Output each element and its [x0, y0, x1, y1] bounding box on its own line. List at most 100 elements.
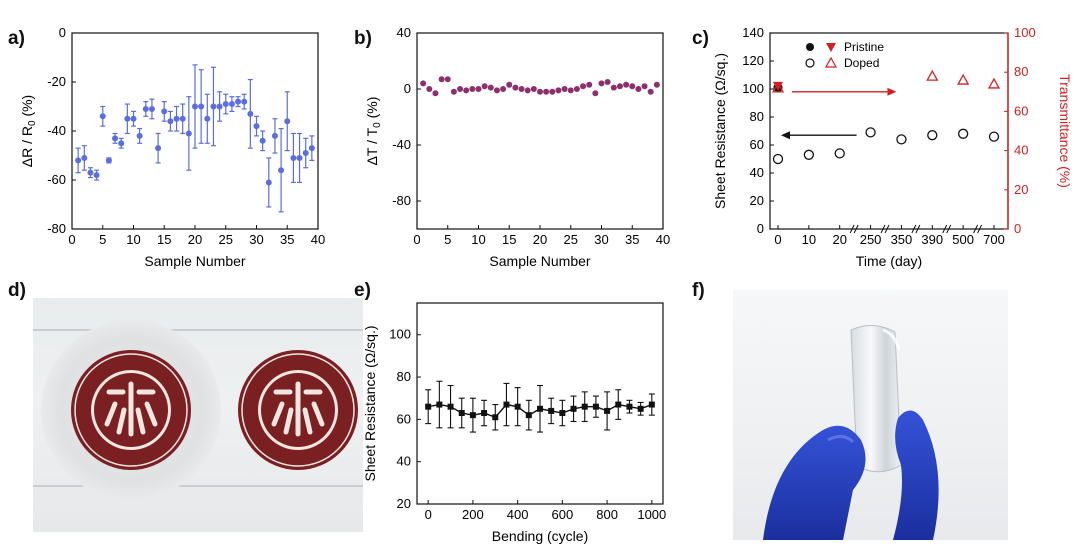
data-point — [124, 115, 131, 122]
x-axis-label: Sample Number — [144, 253, 245, 269]
arrow-right-head — [887, 87, 897, 96]
x-tick-label: 0 — [68, 232, 75, 247]
legend-marker-pristine-resistance — [806, 43, 814, 51]
y-tick-label: 100 — [389, 327, 411, 342]
data-point — [420, 80, 427, 87]
data-point — [567, 87, 574, 94]
marker-doped-transmittance — [987, 77, 1001, 89]
y-tick-label: 0 — [404, 81, 411, 96]
data-point — [198, 103, 205, 110]
y-tick-label: 100 — [742, 81, 764, 96]
y-tick-label: 20 — [397, 496, 411, 511]
panel-label-b: b) — [354, 28, 372, 49]
x-tick-label: 600 — [552, 507, 574, 522]
x-tick-label: 390 — [921, 232, 943, 247]
y-right-tick-label: 40 — [1014, 143, 1028, 158]
data-point — [637, 405, 644, 412]
data-point — [653, 81, 660, 88]
data-point — [503, 401, 510, 408]
data-point — [75, 157, 82, 164]
data-point — [475, 86, 482, 92]
panel-label-e: e) — [354, 280, 371, 301]
y-tick-label: 0 — [59, 25, 66, 40]
data-point — [253, 123, 260, 130]
x-axis-label: Time (day) — [856, 253, 922, 269]
data-point — [271, 132, 278, 139]
x-tick-label: 1000 — [637, 507, 666, 522]
data-point — [228, 101, 235, 108]
marker-doped-resistance — [988, 131, 1000, 142]
y-tick-label: 40 — [750, 165, 764, 180]
chart-b: 0 5 10 15 20 25 30 35 40 40 0 -40 -80 Sample Number ΔT… — [364, 25, 670, 269]
data-point — [436, 401, 443, 408]
data-point — [210, 103, 217, 110]
data-point — [216, 103, 223, 110]
data-point — [112, 135, 119, 142]
data-point — [290, 154, 297, 161]
legend-marker-doped-resistance — [805, 58, 815, 68]
data-point — [512, 84, 519, 91]
y-right-tick-label: 100 — [1014, 25, 1036, 40]
data-point — [432, 90, 439, 97]
plot-frame — [416, 32, 664, 230]
data-point — [586, 81, 593, 88]
data-point — [500, 86, 507, 92]
panel-label-d: d) — [8, 280, 26, 301]
axis-break — [911, 224, 917, 234]
photo-seals-on-glass — [33, 298, 363, 532]
y-axis-label: Sheet Resistance (Ω/sq.) — [362, 326, 378, 482]
x-axis-label: Bending (cycle) — [492, 528, 589, 544]
data-point — [457, 86, 464, 92]
data-point — [444, 76, 451, 83]
marker-doped-resistance — [803, 149, 815, 160]
data-point — [524, 87, 531, 94]
marker-doped-transmittance — [771, 81, 785, 93]
y-right-axis-label: Transmittance (%) — [1057, 74, 1073, 188]
marker-doped-resistance — [834, 148, 845, 159]
x-tick-label: 10 — [471, 232, 485, 247]
x-tick-label: 20 — [832, 232, 846, 247]
data-point — [635, 86, 642, 92]
marker-doped-transmittance — [926, 69, 939, 81]
y-right-tick-label: 0 — [1014, 221, 1021, 236]
y-tick-label: -20 — [47, 74, 66, 89]
y-tick-label: 40 — [397, 25, 411, 40]
legend-label-pristine: Pristine — [844, 40, 884, 54]
data-point — [278, 167, 285, 174]
data-point — [592, 403, 599, 410]
y-tick-label: 80 — [750, 109, 764, 124]
data-point — [647, 88, 654, 95]
data-point — [537, 88, 543, 95]
y-axis-label: ΔR / R0 (%) — [19, 95, 38, 167]
legend-label-doped: Doped — [844, 56, 879, 70]
data-point — [641, 83, 648, 90]
data-point — [573, 86, 580, 92]
data-point — [302, 150, 309, 157]
x-tick-label: 400 — [507, 507, 529, 522]
data-point — [623, 81, 630, 88]
y-tick-label: -80 — [47, 221, 66, 236]
data-point — [136, 132, 143, 139]
data-point — [173, 115, 180, 122]
data-point — [481, 83, 488, 90]
x-tick-label: 0 — [774, 232, 781, 247]
x-tick-label: 30 — [249, 232, 263, 247]
axis-break — [977, 224, 983, 234]
y-tick-label: -80 — [392, 193, 411, 208]
data-point — [235, 98, 242, 105]
data-point — [142, 105, 149, 112]
axis-break — [915, 224, 921, 234]
marker-doped-transmittance — [957, 73, 970, 85]
x-tick-label: 20 — [188, 232, 202, 247]
data-point — [549, 88, 556, 95]
y-axis-label: Sheet Resistance (Ω/sq.) — [712, 53, 728, 209]
data-point — [610, 84, 617, 91]
data-point — [247, 110, 254, 117]
x-tick-label: 15 — [502, 232, 516, 247]
data-point — [87, 169, 94, 176]
seal-logo-left — [71, 350, 191, 470]
marker-pristine-transmittance — [773, 81, 783, 91]
x-tick-label: 200 — [462, 507, 484, 522]
chart-a: 0 5 10 15 20 25 30 35 40 0 -20 -40 -60 -80 Sample Numb… — [19, 25, 325, 269]
seal-logo-right — [238, 350, 358, 470]
